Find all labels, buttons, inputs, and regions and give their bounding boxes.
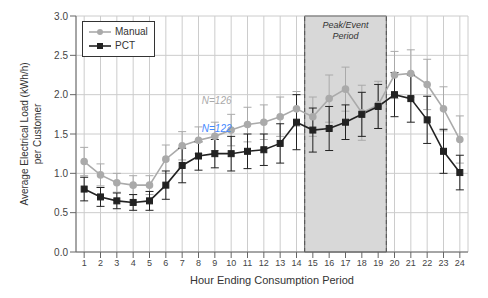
svg-text:5: 5 xyxy=(147,258,152,268)
svg-text:Hour Ending Consumption Period: Hour Ending Consumption Period xyxy=(190,274,354,286)
svg-text:21: 21 xyxy=(406,258,416,268)
svg-text:15: 15 xyxy=(308,258,318,268)
svg-text:12: 12 xyxy=(259,258,269,268)
svg-text:9: 9 xyxy=(212,258,217,268)
svg-text:18: 18 xyxy=(357,258,367,268)
svg-text:20: 20 xyxy=(389,258,399,268)
svg-text:2: 2 xyxy=(98,258,103,268)
svg-text:2.5: 2.5 xyxy=(54,50,68,61)
svg-text:16: 16 xyxy=(324,258,334,268)
svg-text:14: 14 xyxy=(291,258,301,268)
html-text:Manual: Manual xyxy=(115,26,148,37)
html-text:PCT: PCT xyxy=(115,40,135,51)
svg-text:3.0: 3.0 xyxy=(54,11,68,22)
svg-text:4: 4 xyxy=(131,258,136,268)
svg-text:19: 19 xyxy=(373,258,383,268)
svg-text:7: 7 xyxy=(180,258,185,268)
svg-text:0.0: 0.0 xyxy=(54,247,68,258)
svg-text:22: 22 xyxy=(422,258,432,268)
svg-text:Peak/EventPeriod: Peak/EventPeriod xyxy=(322,20,369,41)
svg-text:1.5: 1.5 xyxy=(54,129,68,140)
svg-text:10: 10 xyxy=(226,258,236,268)
svg-text:13: 13 xyxy=(275,258,285,268)
svg-text:8: 8 xyxy=(196,258,201,268)
svg-text:3: 3 xyxy=(114,258,119,268)
svg-text:N=122: N=122 xyxy=(202,123,232,134)
svg-text:N=126: N=126 xyxy=(202,95,232,106)
svg-text:23: 23 xyxy=(438,258,448,268)
svg-text:0.5: 0.5 xyxy=(54,207,68,218)
svg-text:Average Electrical Load (kWh/h: Average Electrical Load (kWh/h)per Custo… xyxy=(19,62,43,205)
svg-text:11: 11 xyxy=(243,258,252,268)
svg-text:17: 17 xyxy=(340,258,350,268)
svg-text:1: 1 xyxy=(82,258,87,268)
svg-text:6: 6 xyxy=(163,258,168,268)
svg-text:1.0: 1.0 xyxy=(54,168,68,179)
svg-text:2.0: 2.0 xyxy=(54,89,68,100)
svg-text:24: 24 xyxy=(455,258,465,268)
